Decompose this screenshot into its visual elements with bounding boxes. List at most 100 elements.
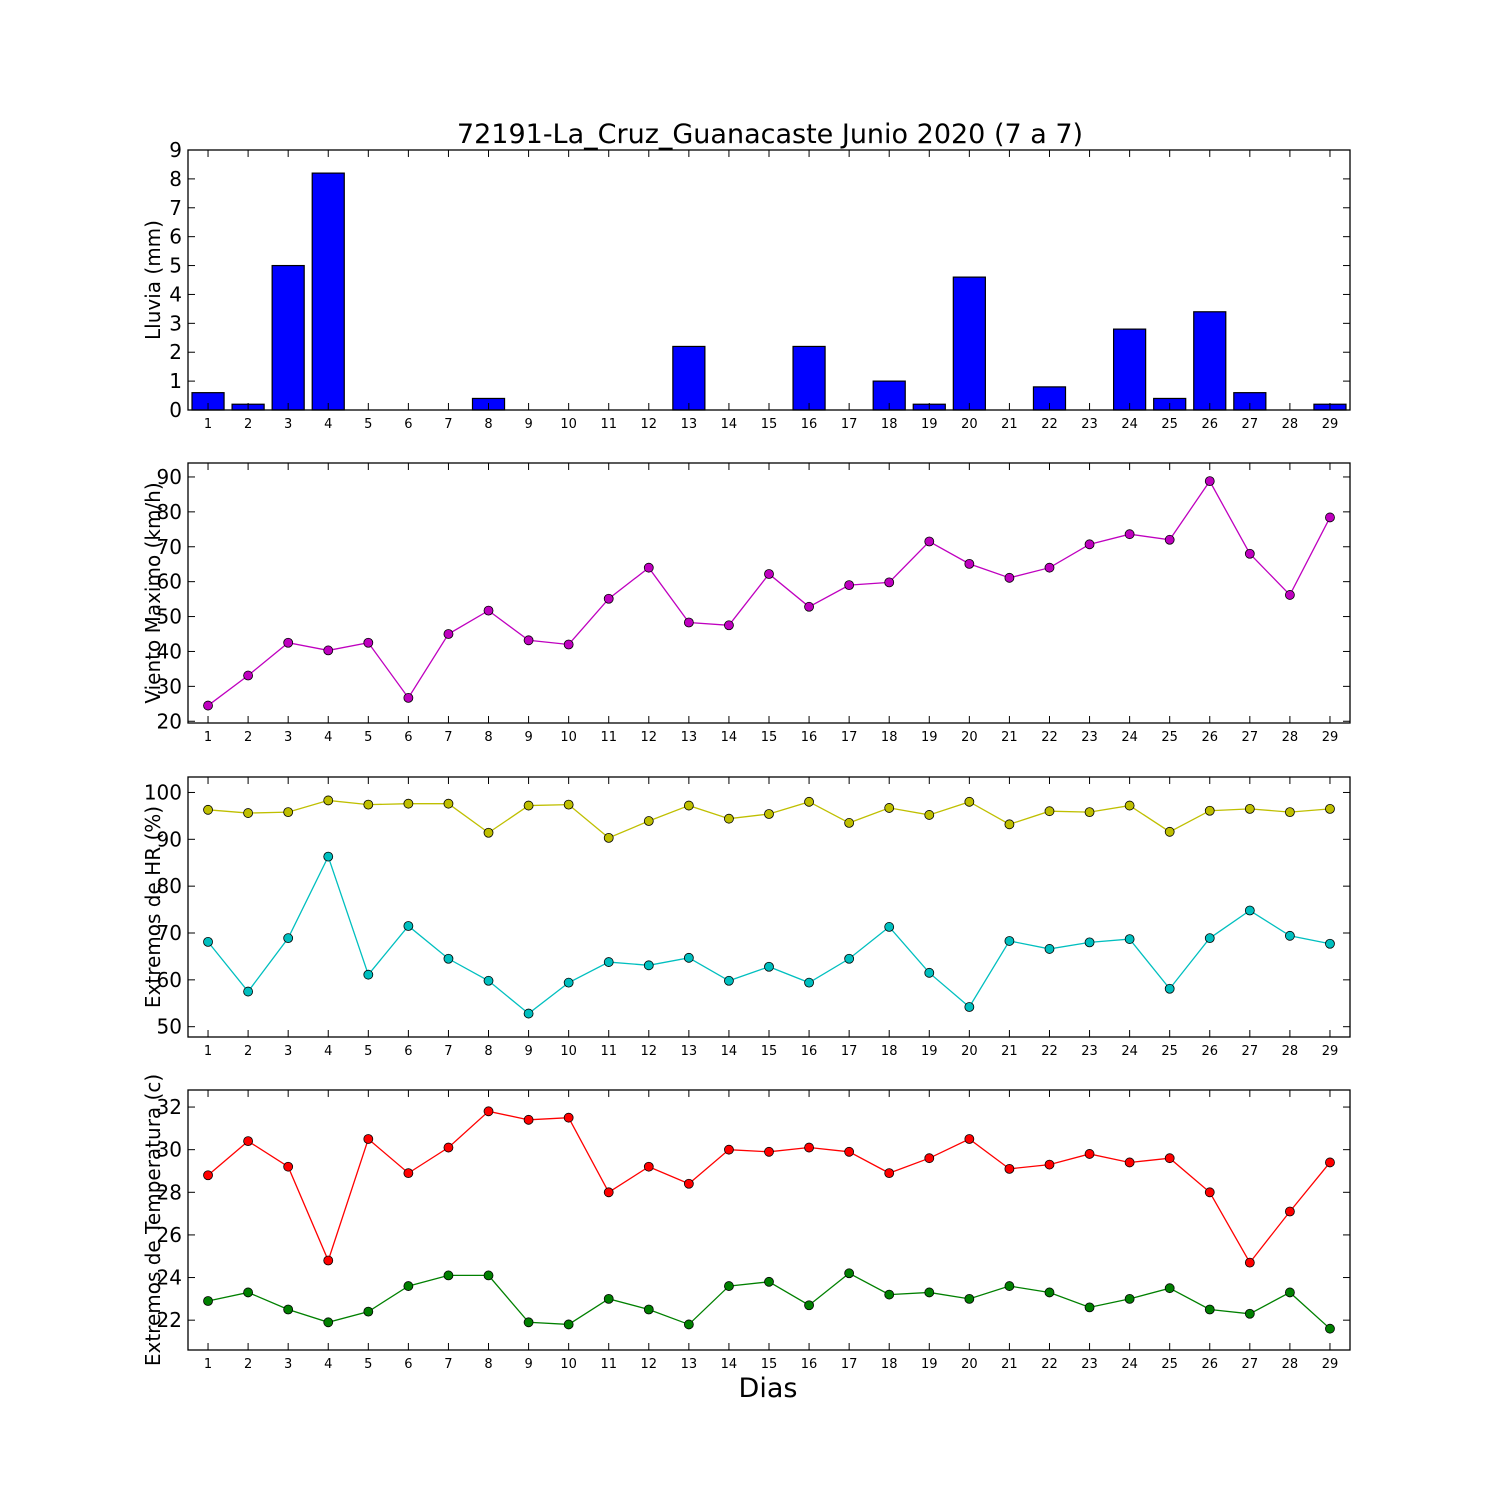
temperature-data-point xyxy=(884,1289,895,1300)
humidity-x-tick-label: 26 xyxy=(1201,1044,1218,1059)
rain-bar xyxy=(792,345,826,411)
rain-x-tick-label: 5 xyxy=(364,417,372,432)
rain-y-tick-label: 6 xyxy=(169,225,182,249)
wind-x-tick-label: 1 xyxy=(204,730,212,745)
humidity-x-tick-label: 17 xyxy=(841,1044,858,1059)
wind-data-point xyxy=(1284,590,1295,600)
temperature-data-point xyxy=(283,1304,294,1315)
temperature-data-point xyxy=(323,1317,334,1328)
rain-y-tick-label: 5 xyxy=(169,254,182,278)
wind-data-point xyxy=(603,593,614,604)
wind-data-point xyxy=(683,617,694,628)
wind-x-tick-label: 3 xyxy=(284,730,292,745)
wind-x-tick-label: 20 xyxy=(961,730,978,745)
temperature-data-point xyxy=(1164,1153,1175,1164)
humidity-x-tick-label: 1 xyxy=(204,1044,212,1059)
rain-x-tick-label: 3 xyxy=(284,417,292,432)
humidity-data-point xyxy=(1084,807,1095,818)
humidity-data-point xyxy=(1084,937,1095,948)
chart-title: 72191-La_Cruz_Guanacaste Junio 2020 (7 a… xyxy=(457,119,1083,150)
temperature-y-tick-label: 26 xyxy=(157,1223,182,1247)
temperature-data-point xyxy=(1204,1304,1215,1315)
wind-x-tick-label: 23 xyxy=(1081,730,1098,745)
wind-data-point xyxy=(1164,534,1175,545)
temperature-data-point xyxy=(884,1168,895,1179)
wind-data-point xyxy=(643,562,654,573)
temperature-data-point xyxy=(443,1142,454,1153)
wind-x-tick-label: 12 xyxy=(641,730,658,745)
rain-x-tick-label: 20 xyxy=(961,417,978,432)
temperature-data-point xyxy=(844,1146,855,1157)
rain-x-tick-label: 25 xyxy=(1161,417,1178,432)
wind-x-tick-label: 9 xyxy=(524,730,532,745)
rain-bar xyxy=(311,172,345,411)
temperature-data-point xyxy=(964,1293,975,1304)
temperature-data-point xyxy=(1004,1281,1015,1291)
temperature-data-point xyxy=(483,1106,494,1117)
wind-data-point xyxy=(203,700,213,711)
wind-y-tick-label: 90 xyxy=(157,465,182,489)
temperature-x-tick-label: 3 xyxy=(284,1357,292,1372)
temperature-x-tick-label: 22 xyxy=(1041,1357,1058,1372)
wind-y-axis-label: Viento Maximo (km/h) xyxy=(141,482,165,703)
wind-y-tick-label: 80 xyxy=(157,500,182,524)
rain-y-tick-label: 0 xyxy=(169,398,182,422)
temperature-y-tick-label: 32 xyxy=(157,1095,182,1119)
wind-x-tick-label: 17 xyxy=(841,730,858,745)
temperature-x-tick-label: 18 xyxy=(881,1357,898,1372)
temperature-data-point xyxy=(403,1168,414,1179)
humidity-data-point xyxy=(1204,933,1215,944)
wind-y-tick-label: 70 xyxy=(157,535,182,559)
rain-bar xyxy=(672,345,706,411)
humidity-data-point xyxy=(563,799,574,810)
rain-x-tick-label: 19 xyxy=(921,417,938,432)
humidity-x-tick-label: 2 xyxy=(244,1044,252,1059)
rain-bar xyxy=(271,264,305,411)
wind-data-point xyxy=(724,620,734,631)
wind-data-point xyxy=(764,569,774,579)
temperature-x-tick-label: 23 xyxy=(1081,1357,1098,1372)
humidity-x-tick-label: 9 xyxy=(524,1044,532,1059)
wind-y-tick-label: 20 xyxy=(157,709,182,733)
wind-data-point xyxy=(1004,572,1015,583)
rain-x-tick-label: 26 xyxy=(1201,417,1218,432)
humidity-data-point xyxy=(1244,905,1255,916)
humidity-data-point xyxy=(683,952,694,963)
humidity-x-tick-label: 27 xyxy=(1242,1044,1259,1059)
humidity-data-point xyxy=(1164,826,1175,837)
wind-data-point xyxy=(563,639,574,650)
humidity-x-tick-label: 25 xyxy=(1161,1044,1178,1059)
temperature-data-point xyxy=(924,1153,935,1164)
humidity-y-tick-label: 100 xyxy=(144,780,182,804)
temperature-x-tick-label: 2 xyxy=(244,1357,252,1372)
humidity-data-point xyxy=(1325,938,1335,949)
humidity-data-point xyxy=(1044,806,1055,817)
rain-x-tick-label: 21 xyxy=(1001,417,1018,432)
rain-x-tick-label: 16 xyxy=(801,417,818,432)
humidity-x-tick-label: 21 xyxy=(1001,1044,1018,1059)
humidity-y-tick-label: 90 xyxy=(157,827,182,851)
wind-data-point xyxy=(243,670,254,681)
humidity-data-point xyxy=(924,967,935,978)
temperature-data-point xyxy=(643,1304,654,1315)
humidity-x-tick-label: 4 xyxy=(324,1044,332,1059)
rain-x-tick-label: 28 xyxy=(1282,417,1299,432)
humidity-data-point xyxy=(243,986,254,997)
temperature-x-tick-label: 8 xyxy=(484,1357,492,1372)
temperature-x-tick-label: 20 xyxy=(961,1357,978,1372)
rain-x-tick-label: 27 xyxy=(1242,417,1259,432)
rain-x-tick-label: 4 xyxy=(324,417,332,432)
rain-x-tick-label: 15 xyxy=(761,417,778,432)
wind-x-tick-label: 28 xyxy=(1282,730,1299,745)
rain-x-tick-label: 14 xyxy=(721,417,738,432)
rain-x-tick-label: 17 xyxy=(841,417,858,432)
wind-x-tick-label: 13 xyxy=(681,730,698,745)
wind-x-tick-label: 25 xyxy=(1161,730,1178,745)
temperature-x-tick-label: 24 xyxy=(1121,1357,1138,1372)
humidity-data-point xyxy=(603,833,614,843)
rain-bar xyxy=(1193,311,1227,411)
humidity-data-point xyxy=(403,921,414,931)
wind-data-point xyxy=(964,558,975,569)
temperature-x-tick-label: 10 xyxy=(560,1357,577,1372)
